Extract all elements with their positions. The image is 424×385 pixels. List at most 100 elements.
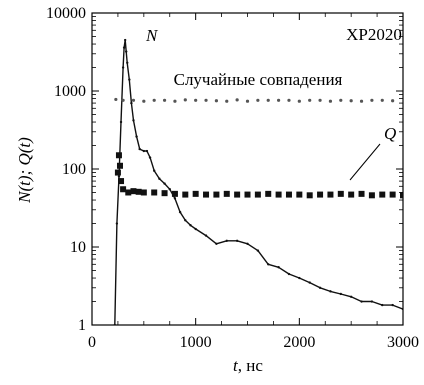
series-q-point — [125, 189, 132, 196]
y-axis-label: N(t); Q(t) — [15, 137, 34, 204]
random-coincidence-point — [349, 99, 353, 103]
series-n-point — [117, 175, 121, 178]
series-n-point — [391, 303, 394, 307]
series-q-point — [115, 152, 122, 159]
y-tick-label: 100 — [62, 161, 86, 178]
series-n-point — [125, 50, 128, 53]
random-coincidence-point — [256, 98, 260, 102]
series-q-point — [337, 190, 344, 197]
y-tick-label: 10000 — [46, 5, 86, 22]
random-coincidence-point — [277, 98, 281, 102]
series-n-point — [138, 147, 141, 151]
series-q-point — [389, 191, 396, 198]
series-q-point — [306, 192, 313, 199]
series-n-point — [189, 224, 192, 227]
series-n-point — [318, 286, 322, 289]
series-n-point — [194, 227, 197, 231]
series-n-point — [126, 61, 129, 64]
series-n-line — [114, 39, 403, 325]
random-coincidence-point — [370, 98, 374, 102]
random-coincidence-point — [380, 98, 384, 102]
series-n-point — [339, 292, 342, 296]
x-tick-label: 3000 — [387, 334, 419, 351]
series-q-point — [116, 162, 123, 169]
plot-frame — [91, 12, 404, 326]
x-axis-label: t, нс — [233, 356, 263, 375]
random-coincidence-point — [318, 98, 322, 102]
series-n-point — [119, 120, 123, 124]
random-coincidence-point — [142, 99, 146, 103]
series-n-point — [130, 101, 133, 105]
x-axis-label-unit: , нс — [238, 356, 264, 375]
series-q-point — [140, 189, 147, 196]
series-n-point — [122, 46, 126, 49]
series-q-point — [120, 186, 127, 193]
x-tick-label: 0 — [88, 334, 96, 351]
series-q-point — [223, 190, 230, 197]
series-n-point — [329, 290, 332, 293]
series-q-point — [244, 191, 251, 198]
y-tick-label: 1000 — [54, 83, 86, 100]
series-q-point — [400, 192, 403, 199]
random-coincidence-point — [391, 99, 395, 103]
series-q-point — [182, 191, 189, 198]
series-q-point — [379, 191, 386, 198]
series-n-point — [360, 300, 363, 303]
series-q-point — [368, 192, 375, 199]
series-q-point — [317, 191, 324, 198]
series-q-point — [203, 191, 210, 198]
series-q-point — [114, 169, 121, 176]
series-n-point — [158, 177, 161, 180]
y-tick-label: 1 — [78, 317, 86, 334]
random-coincidence-point — [359, 99, 364, 103]
random-coincidence-point — [214, 99, 218, 103]
random-coincidence-point — [308, 98, 312, 102]
series-n-point — [308, 281, 311, 284]
series-n-point — [132, 119, 135, 122]
series-n-point — [178, 210, 182, 214]
series-n-point — [349, 295, 353, 298]
random-coincidence-point — [297, 99, 301, 103]
series-n-point — [142, 149, 146, 153]
series-n-point — [215, 242, 218, 245]
random-coincidence-point — [328, 99, 333, 103]
series-n-point — [401, 307, 403, 311]
series-n-point — [121, 66, 125, 69]
random-coincidence-point — [131, 98, 136, 102]
x-tick-label: 2000 — [283, 334, 315, 351]
series-n-point — [287, 272, 291, 276]
series-n-point — [381, 303, 384, 307]
series-n-point — [256, 249, 260, 252]
series-n-point — [246, 242, 249, 245]
series-q-point — [192, 190, 199, 197]
series-n-point — [184, 219, 187, 222]
series-q-point — [296, 191, 303, 198]
series-n-point — [163, 182, 166, 185]
random-coincidence-point — [204, 98, 208, 102]
series-n-point — [235, 239, 239, 243]
random-coincidence-point — [225, 99, 229, 103]
random-coincidence-point — [173, 99, 177, 103]
series-n-point — [113, 323, 117, 325]
random-coincidence-point — [183, 98, 187, 102]
series-n-point — [298, 276, 301, 280]
series-q-point — [234, 191, 241, 198]
random-coincidence-point — [266, 98, 270, 102]
series-n-point — [153, 169, 156, 172]
series-n-point — [168, 188, 171, 191]
series-q-point — [285, 191, 292, 198]
random-coincidence-point — [114, 97, 118, 102]
series-n-point — [123, 38, 127, 42]
random-coincidence-point — [194, 98, 198, 102]
series-n-point — [204, 234, 208, 237]
x-axis-label-var: t — [233, 356, 239, 375]
series-label-n: N — [145, 26, 159, 45]
random-coincidence-point — [287, 98, 291, 102]
series-q-point — [265, 190, 272, 197]
series-q-point — [254, 191, 261, 198]
random-coincidence-point — [235, 98, 239, 102]
random-coincidence-point — [162, 98, 167, 102]
series-n-point — [135, 135, 138, 138]
series-q-point — [118, 178, 125, 185]
